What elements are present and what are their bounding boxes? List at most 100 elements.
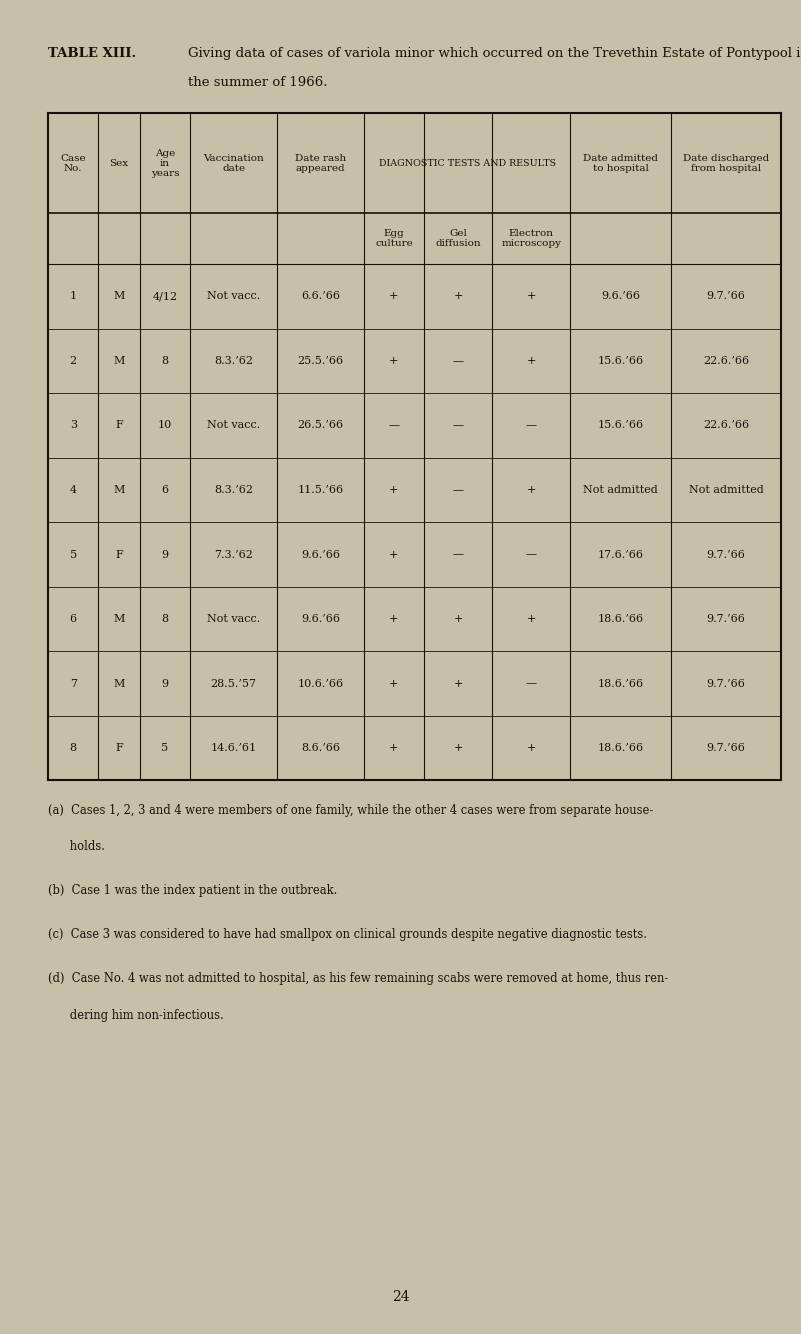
Text: (c)  Case 3 was considered to have had smallpox on clinical grounds despite nega: (c) Case 3 was considered to have had sm…	[48, 928, 647, 942]
Text: +: +	[389, 614, 399, 624]
Text: 15.6.’66: 15.6.’66	[598, 420, 644, 431]
Text: Giving data of cases of variola minor which occurred on the Trevethin Estate of : Giving data of cases of variola minor wh…	[188, 47, 801, 60]
Text: +: +	[389, 550, 399, 559]
Text: +: +	[453, 743, 463, 754]
Text: 9.6.’66: 9.6.’66	[301, 550, 340, 559]
Text: 9.7.’66: 9.7.’66	[706, 550, 746, 559]
Text: TABLE XIII.: TABLE XIII.	[48, 47, 136, 60]
Text: Egg
culture: Egg culture	[375, 229, 413, 248]
Text: —: —	[388, 420, 400, 431]
Text: 25.5.’66: 25.5.’66	[297, 356, 344, 366]
Text: M: M	[114, 614, 125, 624]
Text: (b)  Case 1 was the index patient in the outbreak.: (b) Case 1 was the index patient in the …	[48, 884, 337, 898]
Text: Date rash
appeared: Date rash appeared	[295, 153, 346, 173]
Text: 8.6.’66: 8.6.’66	[301, 743, 340, 754]
Text: +: +	[526, 356, 536, 366]
Text: 10.6.’66: 10.6.’66	[297, 679, 344, 688]
Text: +: +	[453, 291, 463, 301]
Text: Electron
microscopy: Electron microscopy	[501, 229, 562, 248]
Text: —: —	[525, 550, 537, 559]
Text: 28.5.’57: 28.5.’57	[211, 679, 256, 688]
Text: 8: 8	[161, 356, 168, 366]
Text: 17.6.’66: 17.6.’66	[598, 550, 644, 559]
Text: holds.: holds.	[48, 840, 105, 854]
Text: 7.3.’62: 7.3.’62	[214, 550, 253, 559]
Text: Gel
diffusion: Gel diffusion	[435, 229, 481, 248]
Text: 6: 6	[161, 486, 168, 495]
Text: M: M	[114, 356, 125, 366]
Text: —: —	[525, 420, 537, 431]
Text: Not vacc.: Not vacc.	[207, 291, 260, 301]
Text: the summer of 1966.: the summer of 1966.	[188, 76, 328, 89]
Text: 18.6.’66: 18.6.’66	[598, 743, 644, 754]
Text: 7: 7	[70, 679, 77, 688]
Text: 9: 9	[161, 679, 168, 688]
Text: Date admitted
to hospital: Date admitted to hospital	[583, 153, 658, 173]
Text: F: F	[115, 420, 123, 431]
Text: 8: 8	[161, 614, 168, 624]
Text: —: —	[453, 550, 464, 559]
Text: +: +	[453, 679, 463, 688]
Text: Not admitted: Not admitted	[583, 486, 658, 495]
Text: DIAGNOSTIC TESTS AND RESULTS: DIAGNOSTIC TESTS AND RESULTS	[379, 159, 556, 168]
Text: Date discharged
from hospital: Date discharged from hospital	[683, 153, 769, 173]
Text: 9.6.’66: 9.6.’66	[601, 291, 640, 301]
Text: 9.6.’66: 9.6.’66	[301, 614, 340, 624]
Text: —: —	[453, 486, 464, 495]
Text: +: +	[526, 743, 536, 754]
Text: (d)  Case No. 4 was not admitted to hospital, as his few remaining scabs were re: (d) Case No. 4 was not admitted to hospi…	[48, 972, 668, 986]
Text: 4/12: 4/12	[152, 291, 178, 301]
Text: 18.6.’66: 18.6.’66	[598, 679, 644, 688]
Text: 8.3.’62: 8.3.’62	[214, 486, 253, 495]
Text: Not vacc.: Not vacc.	[207, 420, 260, 431]
Text: +: +	[526, 291, 536, 301]
Text: 22.6.’66: 22.6.’66	[703, 420, 749, 431]
Text: +: +	[389, 743, 399, 754]
Text: 22.6.’66: 22.6.’66	[703, 356, 749, 366]
Text: 8: 8	[70, 743, 77, 754]
Text: +: +	[526, 614, 536, 624]
Text: 5: 5	[161, 743, 168, 754]
Text: M: M	[114, 486, 125, 495]
Text: 9.7.’66: 9.7.’66	[706, 291, 746, 301]
Text: 24: 24	[392, 1290, 409, 1303]
Text: Age
in
years: Age in years	[151, 148, 179, 179]
Text: 10: 10	[158, 420, 172, 431]
Text: F: F	[115, 550, 123, 559]
Text: Not admitted: Not admitted	[689, 486, 763, 495]
Text: 11.5.’66: 11.5.’66	[297, 486, 344, 495]
Text: 1: 1	[70, 291, 77, 301]
Text: (a)  Cases 1, 2, 3 and 4 were members of one family, while the other 4 cases wer: (a) Cases 1, 2, 3 and 4 were members of …	[48, 804, 654, 818]
Text: dering him non-infectious.: dering him non-infectious.	[48, 1009, 223, 1022]
Text: 9.7.’66: 9.7.’66	[706, 743, 746, 754]
Text: 5: 5	[70, 550, 77, 559]
Text: 4: 4	[70, 486, 77, 495]
Text: 2: 2	[70, 356, 77, 366]
Text: +: +	[526, 486, 536, 495]
Text: —: —	[453, 420, 464, 431]
Text: M: M	[114, 291, 125, 301]
Text: —: —	[453, 356, 464, 366]
Text: 14.6.’61: 14.6.’61	[211, 743, 256, 754]
Text: 8.3.’62: 8.3.’62	[214, 356, 253, 366]
Text: 6.6.’66: 6.6.’66	[301, 291, 340, 301]
Text: 15.6.’66: 15.6.’66	[598, 356, 644, 366]
Text: Not vacc.: Not vacc.	[207, 614, 260, 624]
Text: M: M	[114, 679, 125, 688]
Text: 18.6.’66: 18.6.’66	[598, 614, 644, 624]
Text: 9.7.’66: 9.7.’66	[706, 679, 746, 688]
Text: +: +	[389, 679, 399, 688]
Text: F: F	[115, 743, 123, 754]
Text: Case
No.: Case No.	[60, 153, 86, 173]
Text: 3: 3	[70, 420, 77, 431]
Text: 6: 6	[70, 614, 77, 624]
Text: 9: 9	[161, 550, 168, 559]
Text: Sex: Sex	[110, 159, 129, 168]
Text: +: +	[389, 356, 399, 366]
Text: Vaccination
date: Vaccination date	[203, 153, 264, 173]
Text: +: +	[389, 486, 399, 495]
Text: +: +	[453, 614, 463, 624]
Text: 9.7.’66: 9.7.’66	[706, 614, 746, 624]
Text: —: —	[525, 679, 537, 688]
Text: +: +	[389, 291, 399, 301]
